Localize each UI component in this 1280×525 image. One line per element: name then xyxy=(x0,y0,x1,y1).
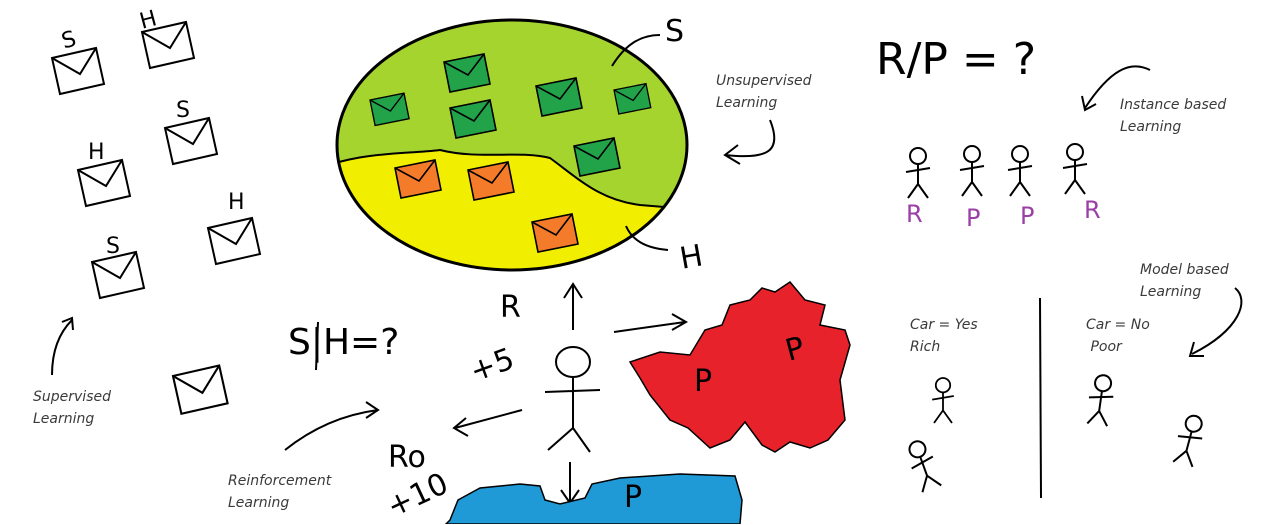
instance-tag: R xyxy=(906,200,923,228)
spam-cluster-label: S xyxy=(665,14,685,49)
model-based-label: Model based Learning xyxy=(1140,262,1229,300)
instance-question: R/P = ? xyxy=(876,34,1037,85)
neutral-label: Ro xyxy=(388,440,426,475)
ham-cluster-pointer xyxy=(625,225,669,251)
reinforcement-label: Reinforcement Learning xyxy=(228,473,332,511)
arrow-up xyxy=(563,282,583,330)
unsupervised-cluster-ellipse xyxy=(337,20,687,270)
instance-tag: P xyxy=(966,204,981,232)
instance-tag: R xyxy=(1084,196,1101,224)
supervised-arrow xyxy=(51,316,74,376)
model-divider xyxy=(1039,297,1042,499)
reward-label: R xyxy=(500,290,521,325)
fire-penalty: P xyxy=(694,364,713,399)
unsupervised-label: Unsupervised Learning xyxy=(716,73,812,111)
arrow-down xyxy=(560,462,580,505)
supervised-label: Supervised Learning xyxy=(33,389,111,427)
unsupervised-arrow xyxy=(723,119,776,165)
instance-people xyxy=(905,143,1088,199)
agent-stick-figure xyxy=(544,346,601,453)
car-yes-label: Car = Yes Rich xyxy=(910,317,978,355)
envelope-tag: H xyxy=(228,190,245,215)
fire-hazard xyxy=(628,281,851,453)
water-hazard xyxy=(444,473,743,524)
envelope-tag: S xyxy=(176,98,190,123)
envelope-tag: H xyxy=(88,140,105,165)
spam-cluster-pointer xyxy=(611,34,661,67)
model-people xyxy=(902,372,1209,494)
instance-arrow xyxy=(1081,65,1151,112)
arrow-left xyxy=(452,409,523,437)
arrow-right xyxy=(613,313,689,333)
water-penalty: P xyxy=(624,480,643,515)
reinforcement-arrow xyxy=(284,401,380,451)
car-no-label: Car = No Poor xyxy=(1086,317,1150,355)
instance-tag: P xyxy=(1020,202,1035,230)
supervised-envelopes xyxy=(51,21,261,415)
envelope-tag: S xyxy=(106,234,120,259)
sh-divider xyxy=(315,321,319,371)
instance-based-label: Instance based Learning xyxy=(1120,97,1227,135)
model-arrow xyxy=(1188,287,1243,357)
supervised-question: S|H=? xyxy=(288,322,400,363)
